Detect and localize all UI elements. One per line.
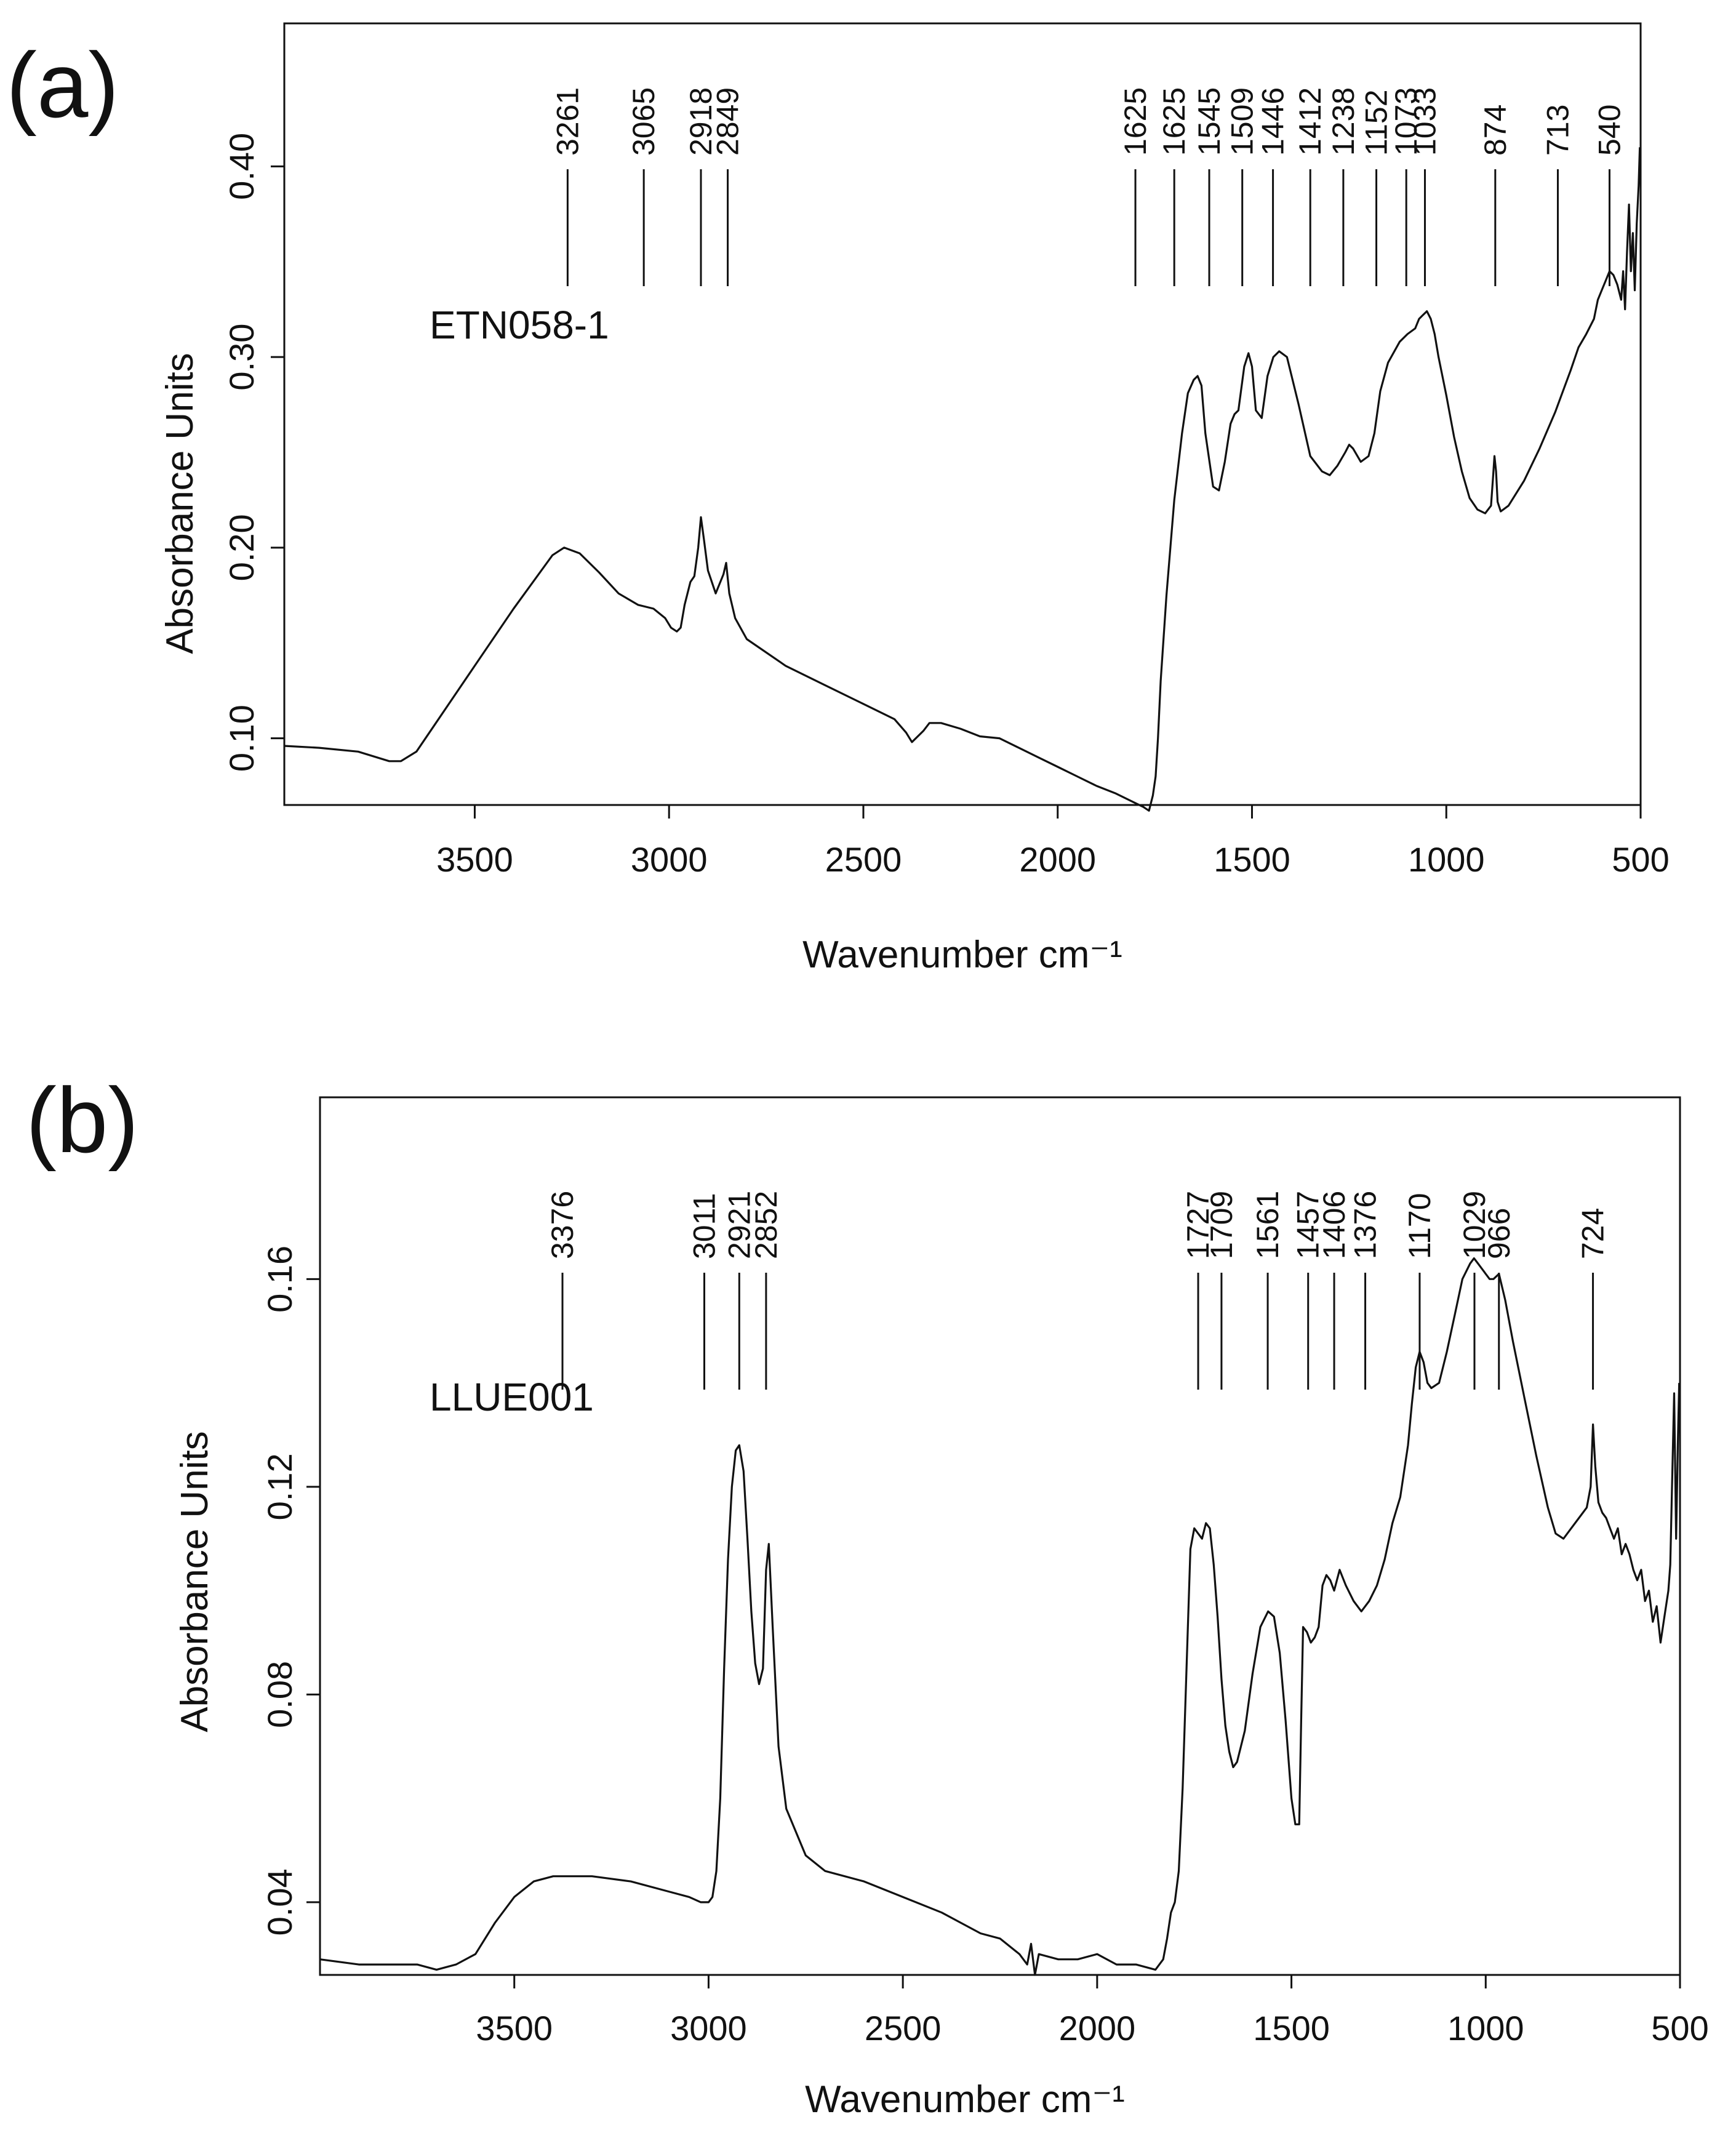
x-tick-label: 2000 [1019, 840, 1096, 879]
peak-label: 2849 [711, 87, 745, 156]
peak-label: 3011 [687, 1193, 721, 1259]
y-axis-ticks-a: 0.10 0.20 0.30 0.40 [222, 133, 284, 772]
peak-label: 1412 [1293, 87, 1327, 156]
peak-label: 1073 [1389, 87, 1423, 156]
peak-label: 874 [1478, 105, 1513, 156]
x-tick-label: 500 [1651, 2009, 1708, 2048]
x-axis-label-a: Wavenumber cm⁻¹ [802, 934, 1122, 976]
peak-label: 1625 [1157, 87, 1191, 156]
x-tick-label: 2500 [825, 840, 902, 879]
peak-label: 1625 [1118, 87, 1153, 156]
y-axis-label-b: Absorbance Units [174, 1431, 216, 1732]
peak-label: 1727 [1181, 1191, 1215, 1259]
x-tick-label: 3500 [476, 2009, 553, 2048]
peak-label: 540 [1592, 105, 1626, 156]
peak-label: 1406 [1317, 1191, 1351, 1259]
peak-label: 713 [1540, 105, 1575, 156]
x-tick-label: 500 [1612, 840, 1669, 879]
peak-label: 2918 [684, 87, 718, 156]
x-axis-label-b: Wavenumber cm⁻¹ [805, 2078, 1125, 2121]
x-tick-label: 1500 [1253, 2009, 1330, 2048]
sample-label-a: ETN058-1 [430, 303, 609, 347]
chart-panel-b: (b) LLUE001 Wavenumber cm⁻¹ Absorbance U… [26, 1068, 1709, 2121]
peak-label: 3065 [626, 87, 661, 156]
x-axis-ticks-b: 3500 3000 2500 2000 1500 1000 500 [476, 1975, 1709, 2048]
spectrum-line-a [284, 147, 1641, 812]
peak-label: 1152 [1359, 89, 1394, 156]
x-tick-label: 3500 [436, 840, 513, 879]
peak-label: 3376 [545, 1191, 580, 1259]
peak-label: 3261 [550, 87, 585, 156]
peak-label: 966 [1482, 1208, 1516, 1259]
spectrum-line-b [319, 1257, 1681, 1976]
x-axis-ticks-a: 3500 3000 2500 2000 1500 1000 500 [436, 805, 1670, 879]
peak-label: 1561 [1250, 1191, 1285, 1259]
peak-label: 1509 [1225, 87, 1260, 156]
peak-label: 1033 [1408, 87, 1442, 156]
peak-label: 1457 [1291, 1191, 1326, 1259]
peak-label: 2921 [722, 1191, 756, 1259]
y-tick-label: 0.16 [260, 1246, 299, 1313]
y-tick-label: 0.30 [222, 324, 261, 391]
y-tick-label: 0.40 [222, 133, 261, 200]
x-tick-label: 1500 [1214, 840, 1290, 879]
y-axis-label-a: Absorbance Units [159, 353, 201, 654]
peak-label: 2852 [749, 1191, 783, 1259]
chart-panel-a: (a) ETN058-1 Wavenumber cm⁻¹ Absorbance … [6, 22, 1670, 976]
panel-label-b: (b) [26, 1068, 138, 1172]
plot-frame-b [319, 1096, 1681, 1976]
y-tick-label: 0.20 [222, 514, 261, 581]
x-tick-label: 1000 [1447, 2009, 1524, 2048]
peak-label: 1029 [1457, 1191, 1492, 1259]
y-axis-ticks-b: 0.04 0.08 0.12 0.16 [260, 1246, 320, 1936]
panel-label-a: (a) [6, 33, 119, 137]
peak-label: 1709 [1204, 1191, 1239, 1259]
peak-label: 1376 [1348, 1191, 1383, 1259]
sample-label-b: LLUE001 [430, 1375, 594, 1419]
peak-label: 1446 [1256, 87, 1290, 156]
x-tick-label: 2000 [1059, 2009, 1136, 2048]
x-tick-label: 2500 [865, 2009, 942, 2048]
peak-label: 724 [1576, 1208, 1610, 1259]
x-tick-label: 3000 [631, 840, 708, 879]
peak-label: 1238 [1326, 87, 1361, 156]
peak-label: 1545 [1192, 87, 1226, 156]
y-tick-label: 0.10 [222, 705, 261, 772]
y-tick-label: 0.04 [260, 1868, 299, 1936]
peak-label: 1170 [1402, 1193, 1437, 1259]
y-tick-label: 0.08 [260, 1661, 299, 1728]
y-tick-label: 0.12 [260, 1453, 299, 1520]
x-tick-label: 1000 [1408, 840, 1485, 879]
x-tick-label: 3000 [670, 2009, 747, 2048]
plot-frame-a [283, 22, 1642, 806]
